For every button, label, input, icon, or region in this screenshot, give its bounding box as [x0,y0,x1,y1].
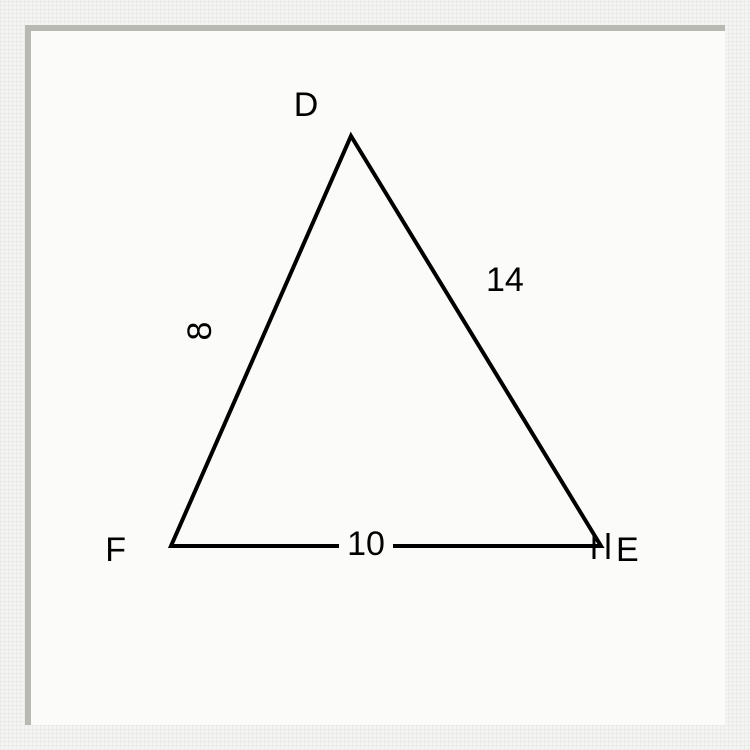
triangle-outline [171,136,601,546]
vertex-label-d: D [294,86,319,124]
edge-label-de: 14 [486,261,524,299]
triangle-diagram: D E F 14 10 8 [31,31,731,731]
edge-label-fe: 10 [347,525,385,563]
vertex-label-f: F [105,531,126,569]
edge-label-df: 8 [181,322,219,341]
vertex-label-e: E [616,531,639,569]
figure-panel: D E F 14 10 8 [25,25,725,725]
